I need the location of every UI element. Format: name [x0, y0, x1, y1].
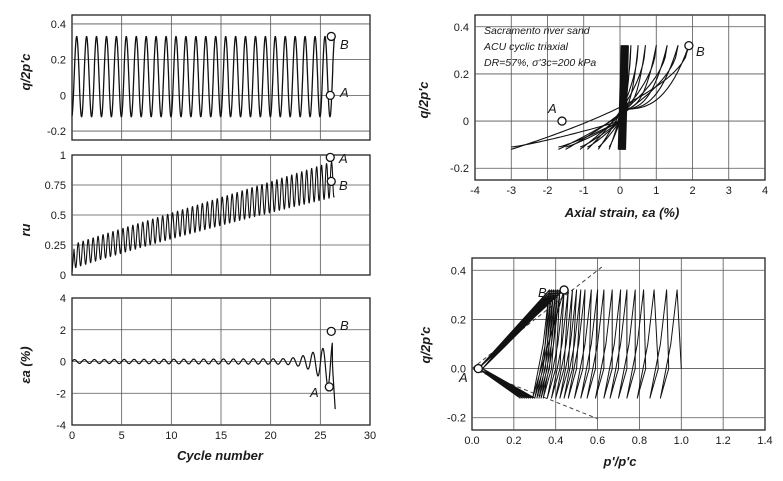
q-cycle-ylabel: q/2p'c [18, 53, 33, 91]
strain-loop-0 [608, 45, 632, 150]
y-tick-label: -4 [56, 420, 66, 432]
y-tick-label: -0.2 [450, 163, 469, 175]
label-a-ru: A [338, 151, 348, 166]
point-b-ea [326, 326, 336, 336]
x-tick-label: 2 [689, 185, 695, 197]
y-tick-label: 1 [60, 150, 66, 162]
label-b-pp: B [538, 285, 547, 300]
x-tick-label: -4 [470, 185, 480, 197]
x-tick-label: 1 [653, 185, 659, 197]
annotation-density: DR=57%, σ'3c=200 kPa [484, 57, 596, 69]
point-b-pp [559, 285, 569, 295]
y-tick-label: -0.2 [447, 413, 466, 425]
x-tick-label: 0.2 [506, 435, 521, 447]
label-a-pp: A [458, 370, 468, 385]
y-tick-label: 0.4 [451, 265, 466, 277]
ea-series [71, 342, 336, 410]
cycle-xlabel: Cycle number [177, 448, 264, 463]
annotation-test: ACU cyclic triaxial [483, 41, 569, 53]
x-tick-label: 0.4 [548, 435, 563, 447]
x-tick-label: 0.6 [590, 435, 605, 447]
point-b-ru [326, 176, 336, 187]
y-tick-label: 0.4 [454, 22, 469, 34]
y-tick-label: -2 [56, 388, 66, 400]
label-a-ea: A [309, 385, 319, 400]
y-tick-label: 0.2 [451, 314, 466, 326]
label-b-ru: B [339, 178, 348, 193]
point-a-pp [473, 363, 483, 374]
x-tick-label: 1.0 [674, 435, 689, 447]
stress-path-series [477, 289, 682, 399]
y-tick-label: 0.75 [45, 180, 66, 192]
q-cycle-series [71, 35, 336, 118]
x-tick-label: 5 [119, 430, 125, 442]
x-tick-label: 10 [165, 430, 177, 442]
pp-xlabel: p'/p'c [603, 454, 638, 469]
ru-series [71, 161, 335, 273]
label-b-q-cycle: B [340, 37, 349, 52]
y-tick-label: 0 [60, 90, 66, 102]
x-tick-label: 1.2 [715, 435, 730, 447]
label-a-strain: A [547, 101, 557, 116]
panel-frame-4 [471, 257, 766, 431]
x-tick-label: 25 [314, 430, 326, 442]
point-b-strain [684, 40, 694, 51]
strain-ylabel: q/2p'c [416, 81, 431, 119]
strain-loop-5 [558, 45, 679, 150]
strain-core-loops [617, 45, 629, 150]
y-tick-label: 4 [60, 293, 66, 305]
x-tick-label: 4 [762, 185, 768, 197]
label-b-ea: B [340, 318, 349, 333]
x-tick-label: 3 [726, 185, 732, 197]
pp-ylabel: q/2p'c [418, 326, 433, 364]
x-tick-label: 1.4 [757, 435, 772, 447]
x-tick-label: -1 [579, 185, 589, 197]
y-tick-label: 0.4 [51, 19, 66, 31]
strain-loop-4 [565, 45, 668, 150]
point-a-q-cycle [325, 90, 335, 101]
label-b-strain: B [696, 44, 705, 59]
x-tick-label: 15 [215, 430, 227, 442]
y-tick-label: 0.2 [51, 55, 66, 67]
y-tick-label: 0 [60, 270, 66, 282]
x-tick-label: 0 [617, 185, 623, 197]
x-tick-label: 0.0 [464, 435, 479, 447]
x-tick-label: 0 [69, 430, 75, 442]
strain-xlabel: Axial strain, εa (%) [564, 205, 680, 220]
y-tick-label: 0.25 [45, 240, 66, 252]
x-tick-label: -2 [543, 185, 553, 197]
ru-ylabel: ru [18, 223, 33, 236]
annotation-sand: Sacramento river sand [484, 25, 591, 37]
x-tick-label: 30 [364, 430, 376, 442]
x-tick-label: 20 [265, 430, 277, 442]
y-tick-label: 0.0 [451, 364, 466, 376]
point-b-q-cycle [326, 31, 336, 42]
point-a-ea [324, 382, 334, 392]
y-tick-label: -0.2 [47, 126, 66, 138]
y-tick-label: 2 [60, 325, 66, 337]
x-tick-label: -3 [506, 185, 516, 197]
y-tick-label: 0.2 [454, 69, 469, 81]
label-a-q-cycle: A [339, 85, 349, 100]
ea-ylabel: εa (%) [18, 346, 33, 383]
y-tick-label: 0.5 [51, 210, 66, 222]
plot-lines [71, 31, 694, 420]
y-tick-label: 0 [463, 116, 469, 128]
point-a-strain [557, 116, 567, 126]
point-a-ru [325, 152, 335, 163]
x-tick-label: 0.8 [632, 435, 647, 447]
y-tick-label: 0 [60, 357, 66, 369]
